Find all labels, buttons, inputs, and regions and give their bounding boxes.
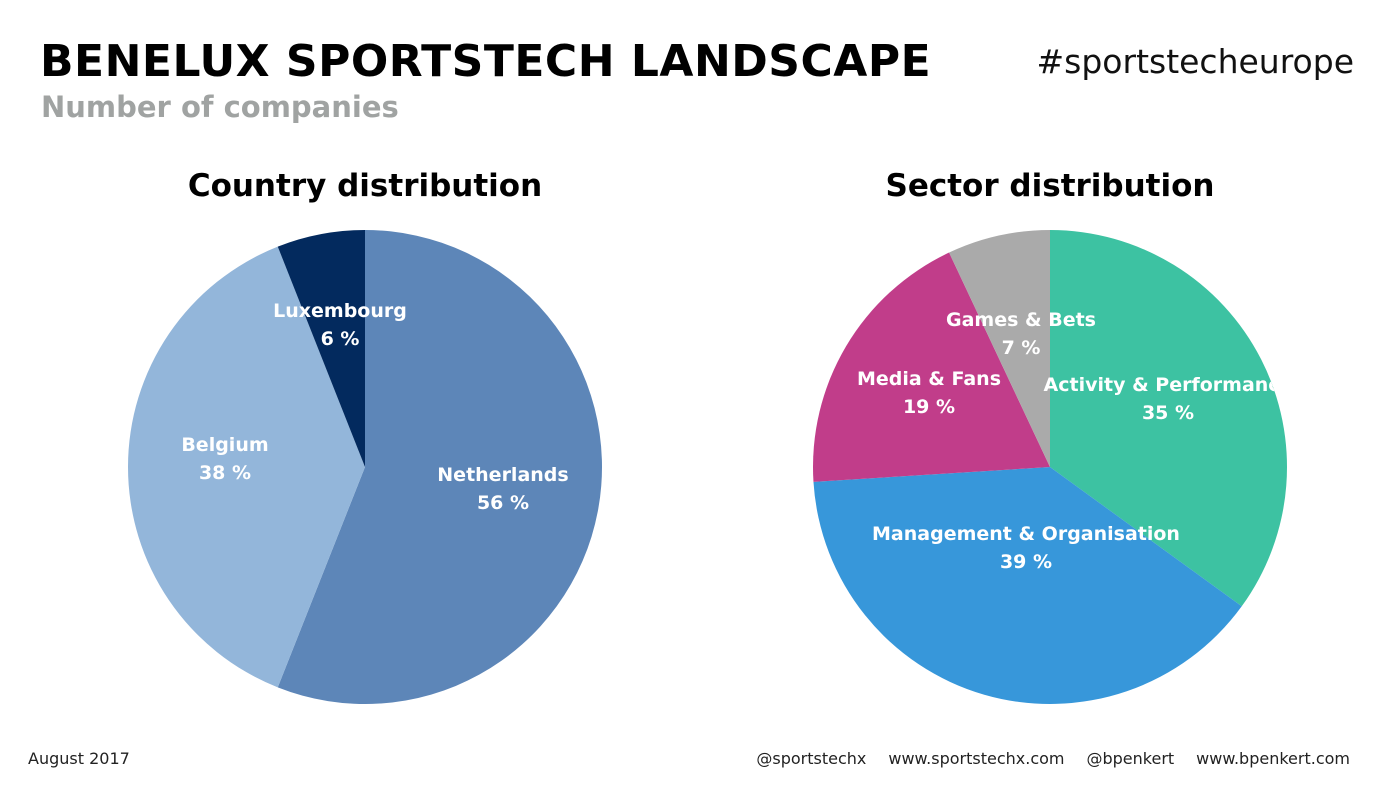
footer-date: August 2017 bbox=[28, 749, 130, 768]
slice-category-label: Media & Fans bbox=[857, 368, 1001, 390]
slice-value-label: 38 % bbox=[199, 462, 251, 484]
slice-value-label: 39 % bbox=[1000, 551, 1052, 573]
footer-links: @sportstechx www.sportstechx.com @bpenke… bbox=[756, 749, 1350, 768]
slice-value-label: 35 % bbox=[1142, 402, 1194, 424]
pie-slice-luxembourg bbox=[277, 230, 365, 467]
slice-category-label: Activity & Performance bbox=[1044, 374, 1293, 396]
page-title: BENELUX SPORTSTECH LANDSCAPE bbox=[40, 36, 932, 87]
pie-slice-management-organisation bbox=[813, 467, 1242, 705]
slice-category-label: Games & Bets bbox=[946, 309, 1096, 331]
footer-link[interactable]: www.sportstechx.com bbox=[888, 749, 1065, 768]
slice-value-label: 6 % bbox=[321, 328, 360, 350]
slice-value-label: 7 % bbox=[1002, 337, 1041, 359]
country-pie: Netherlands 56 % Belgium 38 % Luxembourg 6 % bbox=[127, 230, 602, 704]
pie-slice-netherlands bbox=[277, 230, 602, 704]
country-chart-title: Country distribution bbox=[187, 168, 543, 204]
slice-value-label: 19 % bbox=[903, 396, 955, 418]
pie-slice-activity-performance bbox=[1050, 230, 1287, 607]
slice-value-label: 56 % bbox=[477, 492, 529, 514]
slice-category-label: Luxembourg bbox=[273, 300, 407, 322]
pie-slice-games-bets bbox=[949, 230, 1050, 467]
slice-category-label: Belgium bbox=[181, 434, 268, 456]
slice-category-label: Netherlands bbox=[437, 464, 568, 486]
sector-pie: Activity & Performance 35 % Management & O… bbox=[813, 230, 1293, 705]
pie-slice-belgium bbox=[127, 246, 365, 688]
footer-link[interactable]: @sportstechx bbox=[756, 749, 867, 768]
footer-link[interactable]: @bpenkert bbox=[1086, 749, 1175, 768]
pie-slice-media-fans bbox=[813, 252, 1050, 482]
slice-category-label: Management & Organisation bbox=[872, 523, 1180, 545]
footer-link[interactable]: www.bpenkert.com bbox=[1196, 749, 1350, 768]
page-subtitle: Number of companies bbox=[41, 90, 399, 124]
hashtag: #sportstecheurope bbox=[1036, 42, 1354, 81]
sector-chart-title: Sector distribution bbox=[885, 168, 1215, 204]
